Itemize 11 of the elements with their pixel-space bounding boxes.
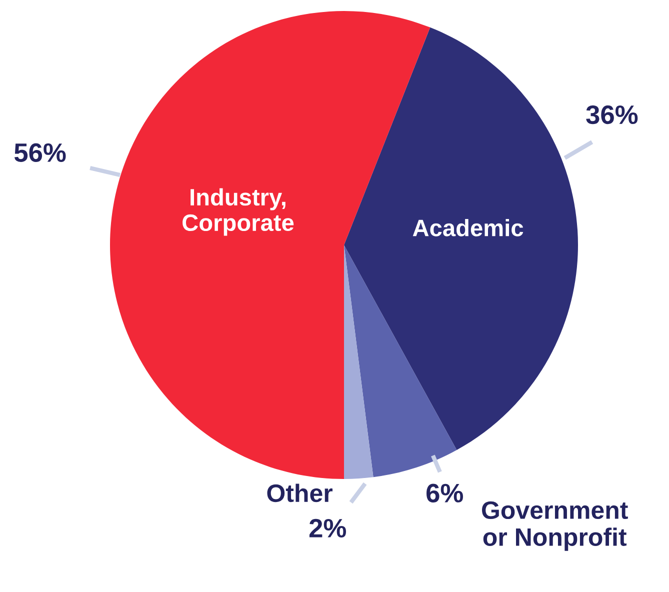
data-label: 6%: [426, 484, 463, 502]
pie-slice: [344, 245, 457, 478]
data-label: 2%: [309, 518, 346, 538]
slice-label: Other: [267, 484, 332, 502]
slice-label: Academic: [412, 219, 524, 236]
slice-label: Industry, Corporate: [182, 188, 294, 236]
pie-slice: [344, 245, 374, 479]
slice-label: Government or Nonprofit: [482, 501, 628, 551]
pie-slice: [344, 27, 578, 450]
data-label: 56%: [14, 143, 66, 162]
data-label: 36%: [586, 105, 638, 124]
